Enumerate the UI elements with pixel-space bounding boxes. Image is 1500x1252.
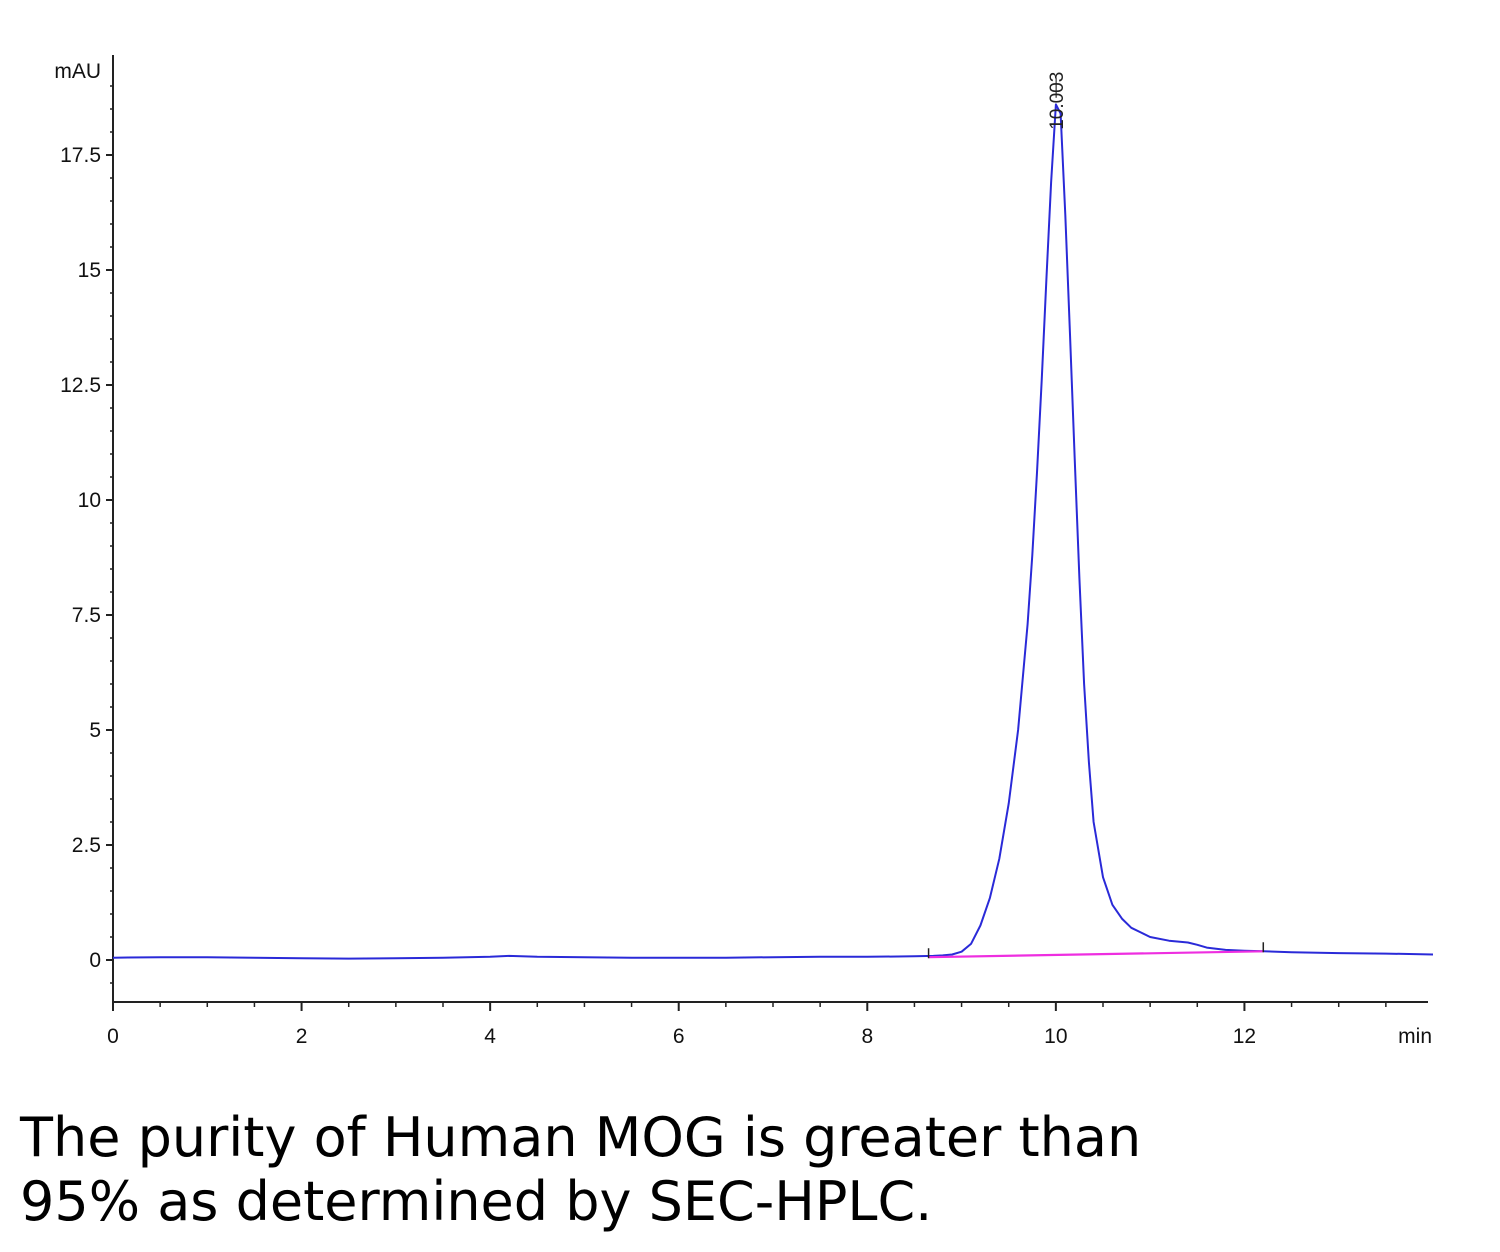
y-tick-label: 15 bbox=[78, 259, 101, 282]
chromatogram-trace bbox=[112, 103, 1434, 960]
figure-caption: The purity of Human MOG is greater than … bbox=[20, 1106, 1320, 1234]
y-tick-label: 5 bbox=[89, 719, 101, 742]
x-tick-label: 2 bbox=[296, 1025, 308, 1048]
tick-labels: 0 2.5 5 7.5 10 12.5 15 17.5 mAU 0 2 4 6 8 10 12 min bbox=[54, 60, 1432, 1048]
axes bbox=[112, 55, 1428, 1003]
y-tick-label: 17.5 bbox=[60, 144, 101, 167]
x-tick-label: 8 bbox=[861, 1025, 873, 1048]
x-tick-label: 6 bbox=[673, 1025, 685, 1048]
y-tick-label: 12.5 bbox=[60, 374, 101, 397]
series-lines bbox=[112, 103, 1434, 960]
x-unit-label: min bbox=[1398, 1025, 1432, 1048]
x-tick-label: 4 bbox=[484, 1025, 496, 1048]
caption-line-2: 95% as determined by SEC-HPLC. bbox=[20, 1170, 933, 1233]
chart-svg: 0 2.5 5 7.5 10 12.5 15 17.5 mAU 0 2 4 6 8 10 12 min 10.0… bbox=[54, 55, 1434, 1048]
y-tick-label: 2.5 bbox=[72, 834, 101, 857]
y-tick-label: 0 bbox=[89, 949, 101, 972]
peak-label: 10.003 bbox=[1047, 72, 1068, 130]
y-unit-label: mAU bbox=[54, 60, 101, 83]
y-tick-label: 7.5 bbox=[72, 604, 101, 627]
tick-marks bbox=[106, 85, 1387, 1011]
chromatogram-chart: 0 2.5 5 7.5 10 12.5 15 17.5 mAU 0 2 4 6 8 10 12 min 10.0… bbox=[54, 55, 1434, 1048]
caption-line-1: The purity of Human MOG is greater than bbox=[20, 1106, 1142, 1169]
x-tick-label: 12 bbox=[1233, 1025, 1256, 1048]
x-tick-label: 0 bbox=[107, 1025, 119, 1048]
y-tick-label: 10 bbox=[78, 489, 101, 512]
x-tick-label: 10 bbox=[1044, 1025, 1067, 1048]
integration-baseline bbox=[928, 950, 1264, 959]
annotations: 10.003 bbox=[927, 72, 1265, 959]
